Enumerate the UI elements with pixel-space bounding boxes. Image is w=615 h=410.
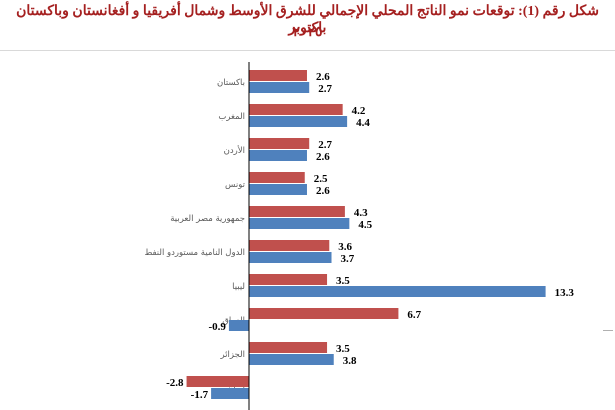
data-label: -0.9	[209, 321, 227, 333]
data-label: 4.2	[352, 105, 366, 117]
frame-tick	[603, 330, 613, 331]
data-label: 3.7	[341, 253, 355, 265]
bar-series2	[249, 252, 332, 263]
data-label: 3.5	[336, 343, 350, 355]
data-label: -1.7	[191, 389, 209, 401]
chart-title-year: ٢٠٢٥	[292, 25, 323, 40]
bar-series1	[249, 172, 305, 183]
bar-series1	[249, 240, 330, 251]
category-label: الأردن	[224, 145, 245, 156]
bar-series2	[249, 150, 307, 161]
bar-series1	[249, 206, 345, 217]
data-label: 2.6	[316, 185, 330, 197]
data-label: -2.8	[166, 377, 184, 389]
bar-series2	[228, 320, 249, 331]
bar-series2	[249, 286, 546, 297]
bar-series1	[249, 138, 310, 149]
bar-series2	[249, 82, 310, 93]
bar-series1	[186, 376, 249, 387]
category-label: الجزائر	[219, 350, 245, 360]
data-label: 2.7	[318, 139, 332, 151]
data-label: 3.5	[336, 275, 350, 287]
data-label: 3.6	[338, 241, 352, 253]
category-label: ليبيا	[232, 282, 245, 292]
data-label: 3.8	[343, 355, 357, 367]
bar-series2	[249, 354, 334, 365]
bar-series1	[249, 70, 307, 81]
bar-series2	[249, 116, 348, 127]
category-label: تونس	[225, 180, 246, 190]
data-label: 2.6	[316, 151, 330, 163]
bar-series1	[249, 274, 328, 285]
bar-series2	[211, 388, 249, 399]
data-label: 2.6	[316, 71, 330, 83]
category-label: الدول النامية مستوردو النفط	[144, 248, 245, 258]
data-label: 6.7	[407, 309, 421, 321]
chart-title: شكل رقم (1): توقعات نمو الناتج المحلي ال…	[16, 4, 599, 36]
data-label: 4.4	[356, 117, 370, 129]
category-label: جمهورية مصر العربية	[170, 214, 245, 224]
data-label: 2.5	[314, 173, 328, 185]
data-label: 4.3	[354, 207, 368, 219]
bar-series2	[249, 218, 350, 229]
category-label: المغرب	[218, 112, 245, 122]
title-divider	[0, 50, 615, 51]
bar-series2	[249, 184, 307, 195]
data-label: 2.7	[318, 83, 332, 95]
data-label: 4.5	[358, 219, 372, 231]
bar-series1	[249, 104, 343, 115]
bar-series1	[249, 308, 399, 319]
data-label: 13.3	[555, 287, 575, 299]
bar-series1	[249, 342, 328, 353]
category-label: باكستان	[217, 78, 245, 88]
